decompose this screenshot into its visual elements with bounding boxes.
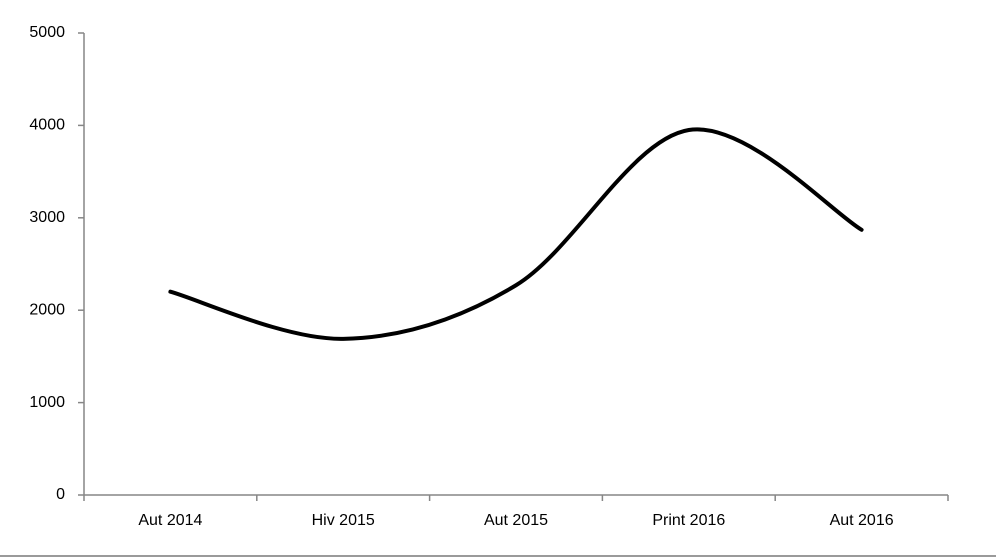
x-tick-label: Print 2016: [652, 512, 725, 529]
y-tick-label: 2000: [29, 301, 65, 318]
x-tick-label: Hiv 2015: [312, 512, 375, 529]
x-tick-label: Aut 2016: [830, 512, 894, 529]
y-tick-label: 1000: [29, 394, 65, 411]
y-tick-label: 0: [56, 486, 65, 503]
y-tick-label: 4000: [29, 117, 65, 134]
line: [168, 127, 864, 341]
x-tick-label: Aut 2014: [138, 512, 202, 529]
y-tick-label: 3000: [29, 209, 65, 226]
x-tick-label: Aut 2015: [484, 512, 548, 529]
y-tick-label: 5000: [29, 24, 65, 41]
